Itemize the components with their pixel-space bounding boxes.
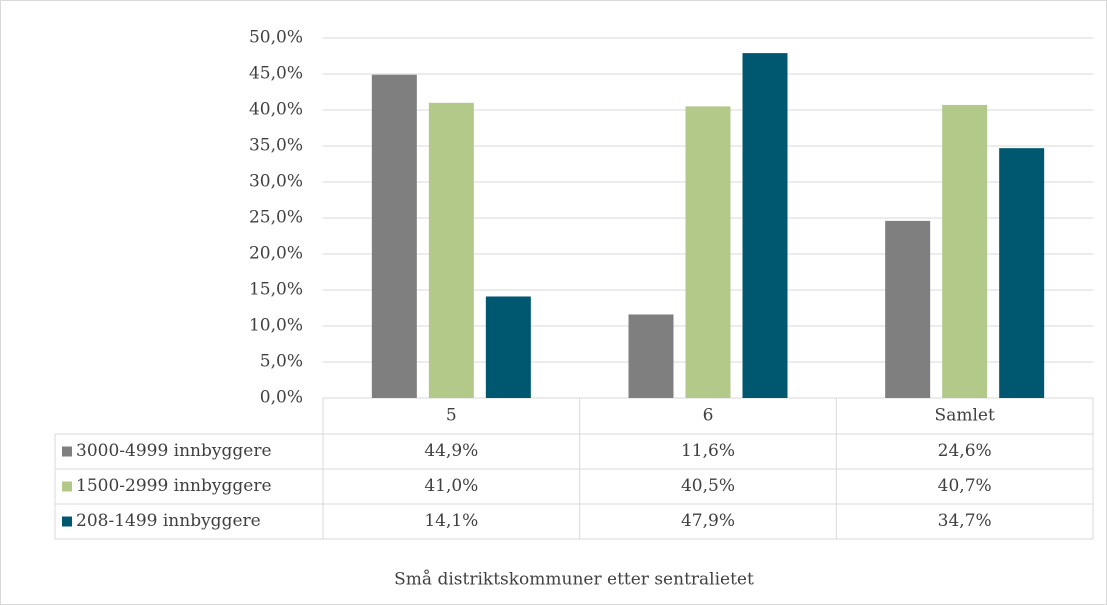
bar [885,220,931,398]
legend-swatch [62,446,72,457]
y-tick-label: 10,0% [249,316,303,336]
bar [685,106,731,399]
y-tick-label: 30,0% [249,172,303,192]
x-tick-label: 6 [703,406,714,426]
table-value: 34,7% [938,511,992,531]
table-value: 47,9% [681,511,735,531]
legend-swatch [62,516,72,527]
table-value: 41,0% [424,476,478,496]
y-tick-label: 20,0% [249,244,303,264]
y-tick-label: 45,0% [249,64,303,84]
table-value: 11,6% [681,441,735,461]
x-tick-label: Samlet [935,406,995,426]
bar [742,53,788,399]
bar [628,314,674,398]
y-tick-label: 25,0% [249,208,303,228]
y-tick-label: 5,0% [260,352,303,372]
y-tick-label: 15,0% [249,280,303,300]
legend-label: 3000-4999 innbyggere [76,441,272,461]
bar [428,102,474,399]
table-value: 40,5% [681,476,735,496]
legend-swatch [62,481,72,492]
bar [942,104,988,399]
bar [485,296,531,398]
y-tick-label: 0,0% [260,388,303,408]
table-value: 40,7% [938,476,992,496]
x-tick-label: 5 [446,406,457,426]
bar [999,148,1045,398]
legend-label: 208-1499 innbyggere [76,511,261,531]
y-tick-label: 35,0% [249,136,303,156]
x-axis-label: Små distriktskommuner etter sentralietet [394,570,754,590]
y-tick-label: 50,0% [249,28,303,48]
bar [371,74,417,398]
y-tick-label: 40,0% [249,100,303,120]
table-value: 24,6% [938,441,992,461]
table-value: 44,9% [424,441,478,461]
legend-label: 1500-2999 innbyggere [76,476,272,496]
table-value: 14,1% [424,511,478,531]
